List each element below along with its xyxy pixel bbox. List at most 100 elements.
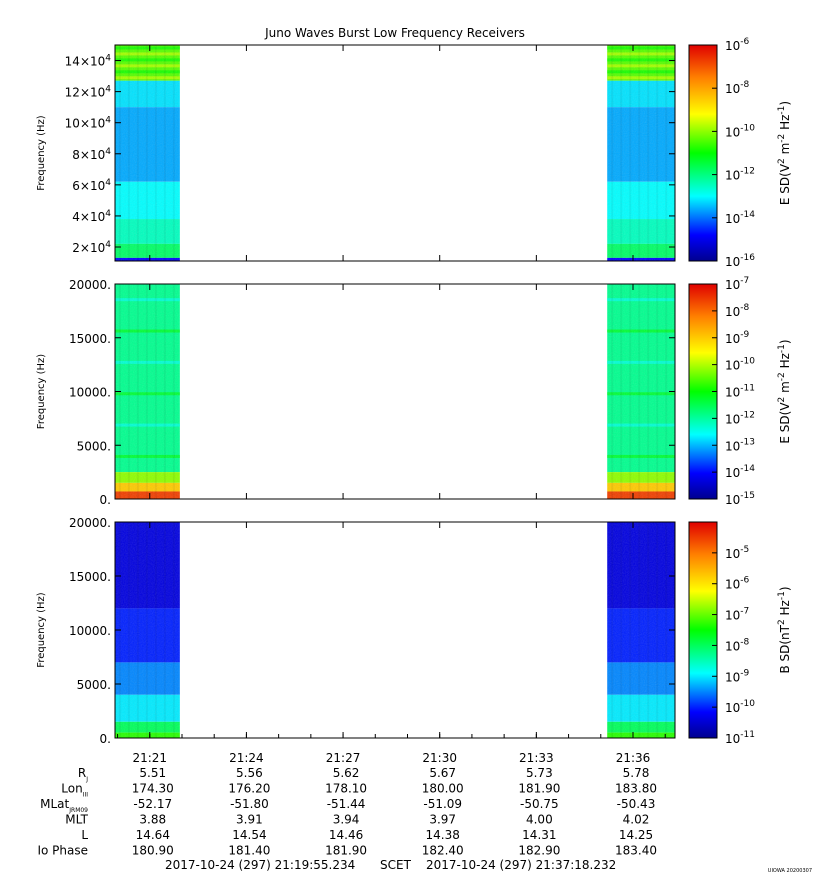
colorbar-tick-label: 10-14: [725, 464, 755, 480]
ephemeris-value: 3.94: [333, 813, 360, 827]
colorbar-label-mid: Hz: [778, 115, 792, 134]
colorbar-tick-exponent: -6: [740, 576, 749, 586]
noise-overlay: [607, 284, 675, 499]
colorbar-label-base: B SD(nT: [778, 624, 792, 673]
colorbar-tick-exponent: -9: [740, 668, 749, 678]
colorbar-tick-exponent: -7: [740, 276, 749, 286]
colorbar-tick-base: 10: [725, 386, 740, 400]
colorbar-tick-exponent: -15: [740, 491, 755, 501]
colorbar-tick-base: 10: [725, 609, 740, 623]
ephemeris-value: 14.38: [426, 828, 460, 842]
ephemeris-value: 5.73: [526, 766, 553, 780]
credit-label: UIOWA 20200307: [768, 868, 812, 874]
colorbar-tick-label: 10-6: [725, 576, 750, 592]
ephemeris-value: -51.09: [423, 797, 462, 811]
ephemeris-row-label: L: [81, 828, 88, 842]
y-tick-mantissa: 6×10: [72, 179, 105, 193]
colorbar-label-exp: -2: [777, 372, 787, 381]
ephemeris-value: 4.00: [526, 813, 553, 827]
y-tick-label: 5000.: [77, 678, 111, 692]
ephemeris-value: 14.46: [329, 828, 363, 842]
y-tick-exponent: 4: [105, 178, 111, 188]
noise-overlay: [114, 45, 180, 261]
y-tick-mantissa: 2×10: [72, 241, 105, 255]
y-tick-label: 5000.: [77, 439, 111, 453]
chart-title-text: Juno Waves Burst Low Frequency Receivers: [264, 26, 525, 40]
ephemeris-value: 14.54: [232, 828, 266, 842]
colorbar-tick-label: 10-11: [725, 730, 755, 746]
x-tick-label: 21:24: [229, 751, 264, 765]
noise-overlay: [607, 45, 675, 261]
colorbar-tick-label: 10-8: [725, 303, 750, 319]
colorbar-tick-label: 10-7: [725, 607, 749, 623]
time-end-label: 2017-10-24 (297) 21:37:18.232: [426, 858, 616, 872]
y-tick-mantissa: 12×10: [65, 86, 106, 100]
colorbar-label-end: ): [778, 339, 792, 344]
colorbar-label-base: E SD(V: [778, 163, 792, 205]
data-block: [607, 284, 675, 499]
panel-top: 2×1044×1046×1048×10410×10412×10414×104Fr…: [36, 37, 792, 269]
colorbar-tick-label: 10-11: [725, 384, 755, 400]
y-tick-exponent: 4: [105, 54, 111, 64]
colorbar-tick-base: 10: [725, 332, 740, 346]
ephemeris-value: -51.80: [230, 797, 269, 811]
y-tick-label: 4×104: [72, 209, 111, 224]
ephemeris-label-subscript: J: [85, 776, 88, 783]
colorbar-label-exp: 2: [777, 158, 787, 164]
ephemeris-value: 3.97: [429, 813, 456, 827]
colorbar: [688, 44, 718, 262]
colorbar-tick-base: 10: [725, 701, 740, 715]
x-tick-label: 21:33: [519, 751, 554, 765]
noise-overlay: [114, 284, 180, 499]
colorbar-tick-base: 10: [725, 255, 740, 269]
panel-middle: 0. 5000. 10000. 15000. 20000. Frequency (Hz) 1…: [36, 276, 792, 507]
colorbar-tick-base: 10: [725, 82, 740, 96]
colorbar-tick-label: 10-13: [725, 437, 755, 453]
y-tick-exponent: 4: [105, 240, 111, 250]
colorbar-tick-exponent: -6: [740, 37, 749, 47]
colorbar: [688, 521, 718, 739]
colorbar-label-exp: 2: [777, 619, 787, 625]
colorbar-tick-exponent: -8: [740, 637, 749, 647]
y-tick-exponent: 4: [105, 209, 111, 219]
colorbar-tick-exponent: -10: [740, 357, 755, 367]
ephemeris-value: 14.25: [619, 828, 653, 842]
noise-overlay: [114, 522, 180, 738]
ephemeris-value: 14.31: [522, 828, 556, 842]
colorbar-tick-exponent: -13: [740, 437, 755, 447]
data-block: [607, 522, 675, 738]
x-tick-label: 21:36: [616, 751, 651, 765]
ephemeris-value: 181.90: [518, 782, 560, 796]
y-tick-label: 14×104: [65, 54, 112, 69]
ephemeris-value: 3.91: [236, 813, 263, 827]
colorbar-tick-exponent: -11: [740, 384, 755, 394]
colorbar-label: B SD(nT2 Hz-1): [777, 586, 792, 673]
y-tick-mantissa: 14×10: [65, 55, 106, 69]
ephemeris-value: 5.56: [236, 766, 263, 780]
colorbar-tick-base: 10: [725, 39, 740, 53]
colorbar-tick-exponent: -7: [740, 607, 749, 617]
colorbar-tick-base: 10: [725, 359, 740, 373]
colorbar-label-mid: m: [778, 381, 792, 397]
ephemeris-value: 181.40: [228, 844, 270, 858]
ephemeris-value: -52.17: [133, 797, 172, 811]
colorbar-tick-base: 10: [725, 439, 740, 453]
ephemeris-value: 174.30: [132, 782, 174, 796]
ephemeris-value: 181.90: [325, 844, 367, 858]
colorbar-label-end: ): [778, 101, 792, 106]
ephemeris-label-text: MLT: [65, 813, 88, 827]
colorbar-tick-label: 10-14: [725, 210, 755, 226]
ephemeris-row-label: LonIII: [61, 782, 88, 799]
panels: 2×1044×1046×1048×10410×10412×10414×104Fr…: [36, 37, 792, 746]
colorbar-tick-base: 10: [725, 212, 740, 226]
colorbar-tick-base: 10: [725, 412, 740, 426]
colorbar-label-mid: Hz: [778, 353, 792, 372]
x-tick-label: 21:27: [326, 751, 361, 765]
time-start-label: 2017-10-24 (297) 21:19:55.234: [165, 858, 355, 872]
ephemeris-value: 5.62: [333, 766, 360, 780]
y-tick-exponent: 4: [105, 147, 111, 157]
colorbar-tick-label: 10-10: [725, 123, 755, 139]
colorbar-tick-label: 10-16: [725, 253, 755, 269]
colorbar-tick-label: 10-9: [725, 330, 750, 346]
